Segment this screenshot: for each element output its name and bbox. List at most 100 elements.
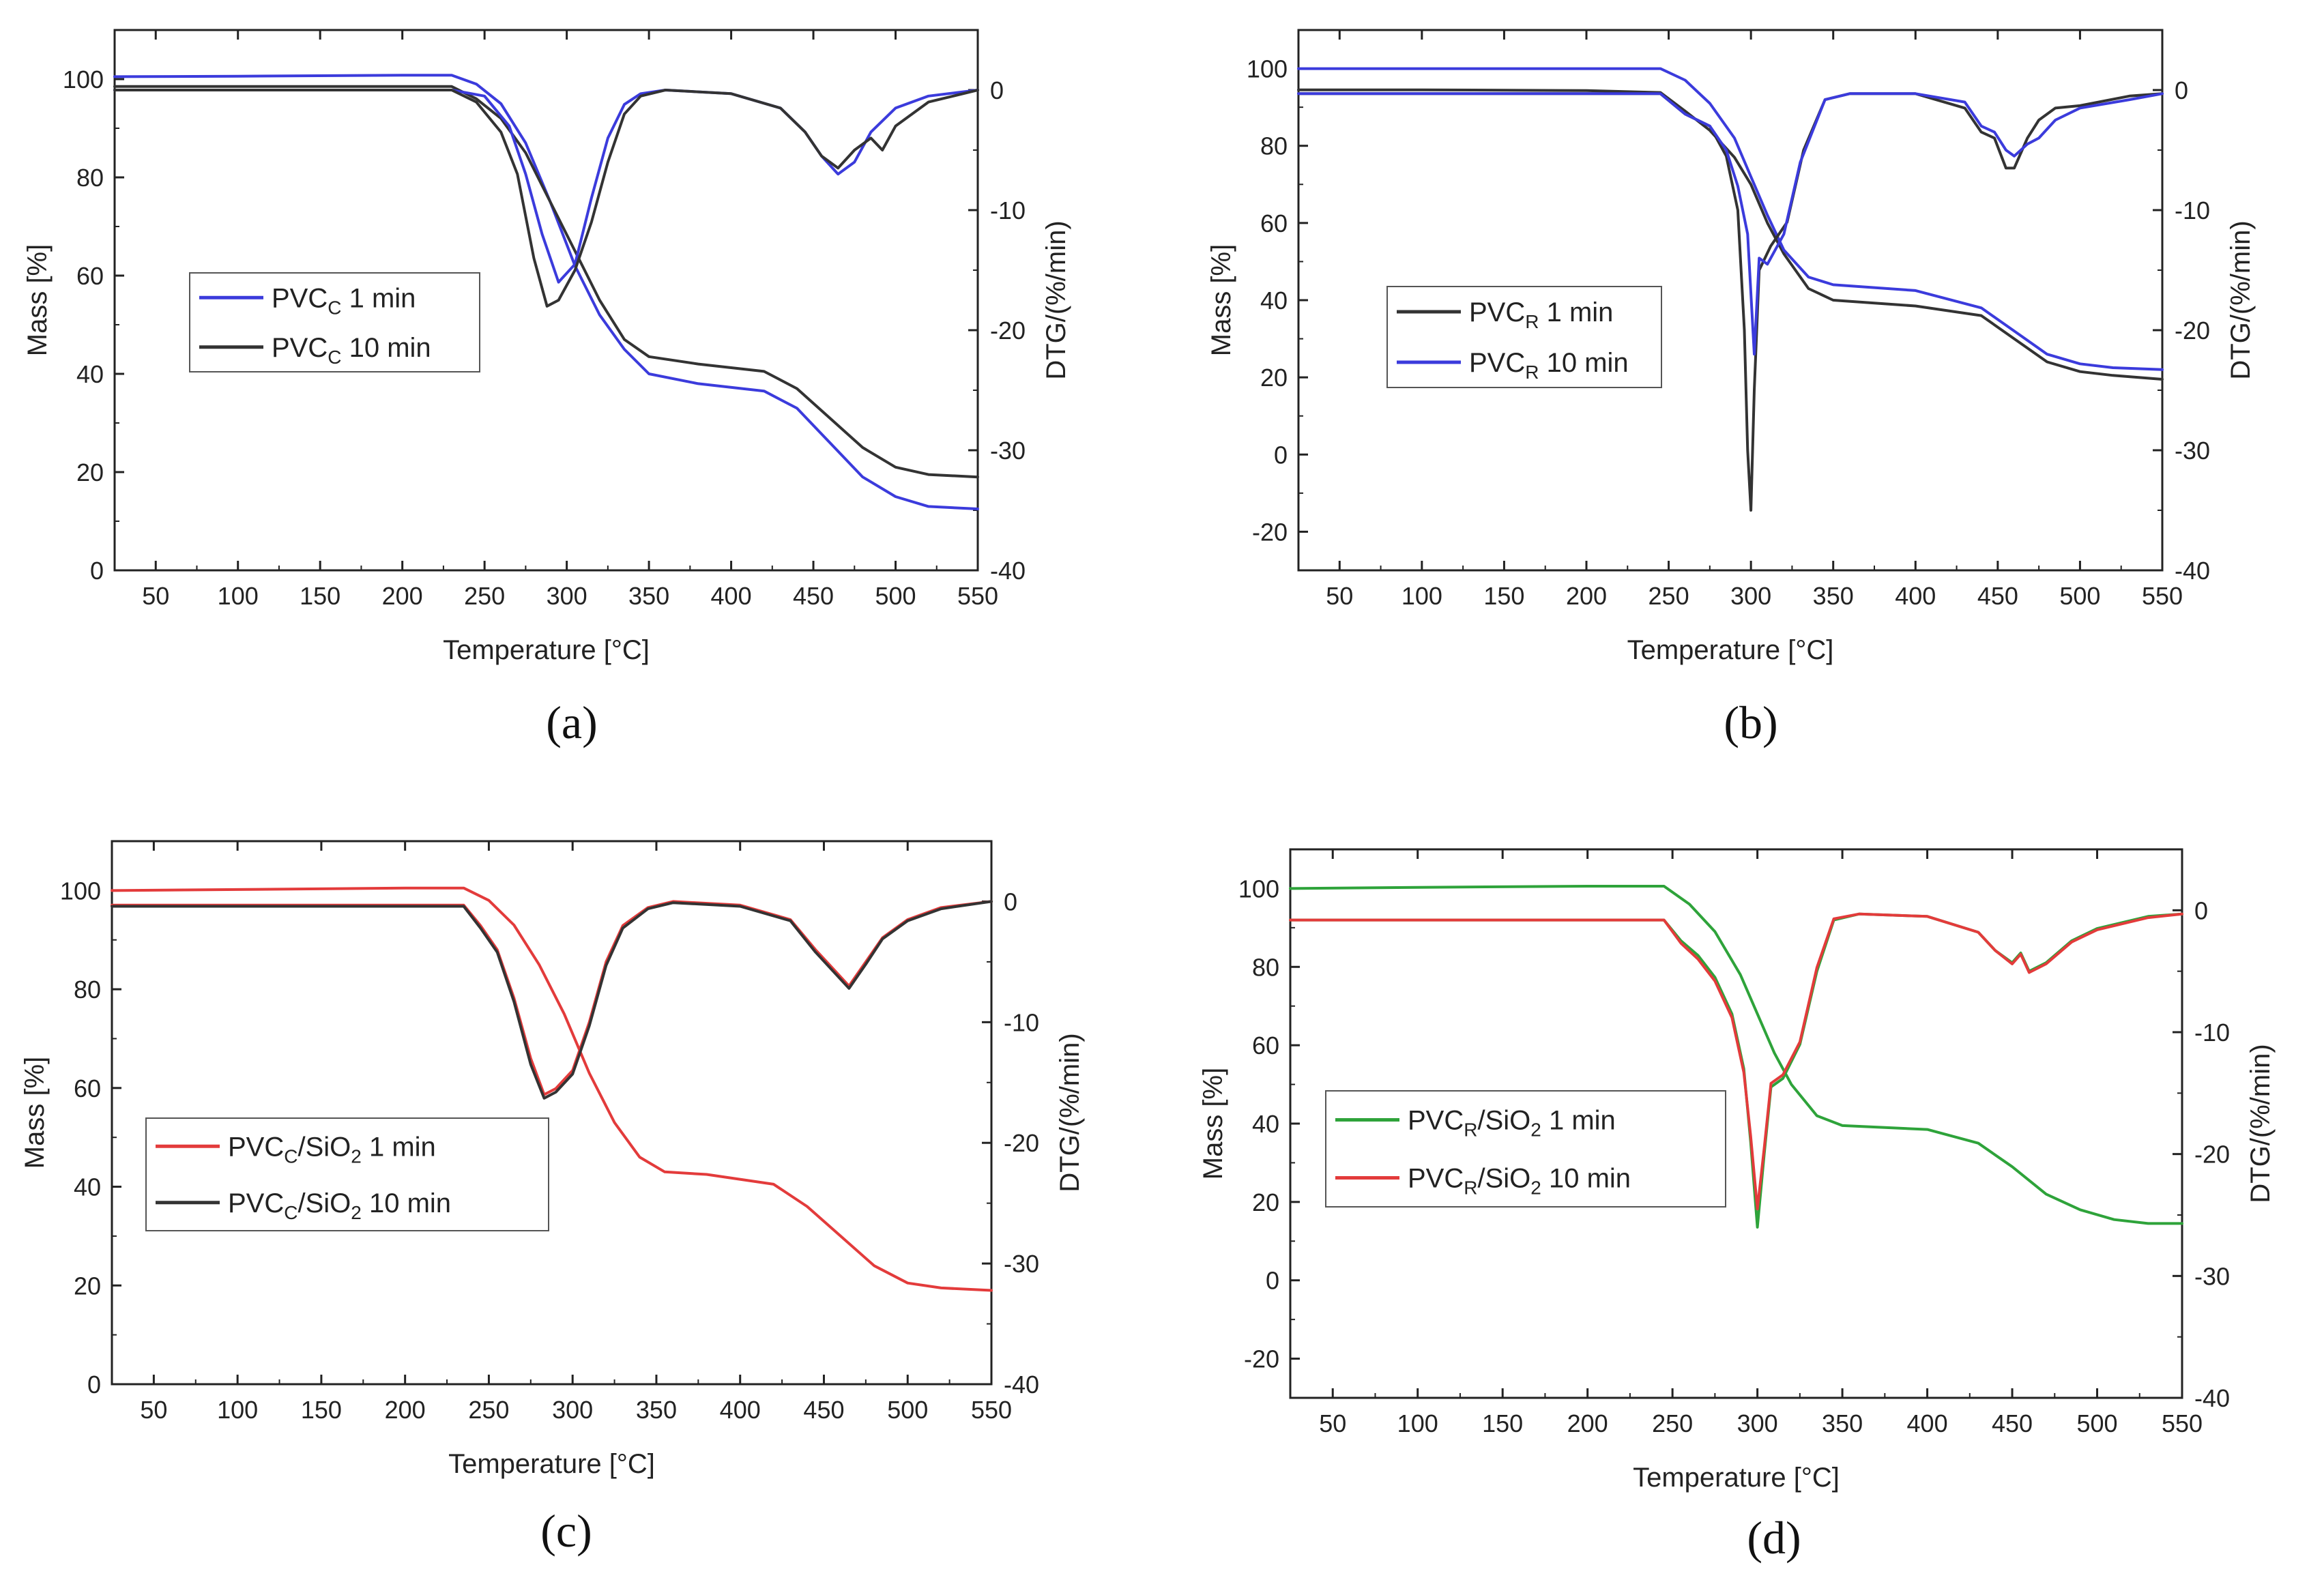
y-axis-title: Mass [%]	[1198, 1068, 1228, 1180]
series-line-3	[113, 89, 979, 308]
x-tick-label: 500	[887, 1396, 928, 1424]
y2-tick-label: -40	[990, 557, 1026, 585]
chart-panel-b: 50 100 150 200 250 300 350 400 450 500 550-2002040…	[1206, 29, 2256, 665]
y2-tick-label: 0	[1004, 888, 1017, 916]
legend-box	[145, 1117, 549, 1231]
series-line-0	[111, 886, 993, 1292]
y-tick-label: 100	[60, 877, 101, 905]
series-line-0	[1289, 885, 2183, 1225]
x-tick-label: 550	[2162, 1409, 2203, 1437]
y2-axis-title: DTG/(%/min)	[2246, 1044, 2276, 1203]
legend-label: PVCC 10 min	[272, 333, 431, 368]
x-tick-label: 400	[1895, 582, 1936, 610]
plot-frame	[111, 840, 993, 1386]
y-tick-label: 60	[74, 1074, 101, 1102]
y-tick-label: 40	[1260, 287, 1288, 314]
y-tick-label: 100	[63, 65, 104, 93]
x-tick-label: 150	[1482, 1409, 1523, 1437]
y-tick-label: 40	[1252, 1110, 1279, 1138]
x-tick-label: 550	[957, 582, 998, 610]
legend-label: PVCR/SiO2 1 min	[1408, 1106, 1616, 1141]
x-tick-label: 50	[1319, 1409, 1346, 1437]
y2-tick-label: -10	[2175, 196, 2210, 224]
y-tick-label: 20	[76, 458, 104, 486]
y-tick-label: 0	[1266, 1267, 1279, 1295]
y2-axis-title: DTG/(%/min)	[2226, 220, 2256, 379]
x-tick-label: 350	[636, 1396, 677, 1424]
x-axis-title: Temperature [°C]	[448, 1449, 655, 1479]
x-tick-label: 100	[1401, 582, 1442, 610]
x-tick-label: 450	[1992, 1409, 2033, 1437]
y-tick-label: 0	[87, 1371, 101, 1399]
x-tick-label: 50	[140, 1396, 167, 1424]
x-tick-label: 450	[793, 582, 834, 610]
y2-tick-label: -30	[990, 437, 1026, 465]
x-tick-label: 200	[385, 1396, 426, 1424]
series-line-2	[1289, 912, 2183, 1211]
x-tick-label: 350	[1813, 582, 1854, 610]
x-tick-label: 200	[382, 582, 423, 610]
x-tick-label: 250	[1648, 582, 1689, 610]
y2-tick-label: 0	[2194, 896, 2208, 924]
y2-tick-label: -20	[1004, 1129, 1039, 1157]
x-tick-label: 450	[803, 1396, 844, 1424]
y-tick-label: 60	[1252, 1031, 1279, 1059]
plot-frame	[113, 29, 979, 572]
y-tick-label: 80	[74, 976, 101, 1004]
y-axis-title: Mass [%]	[1206, 244, 1236, 356]
x-tick-label: 300	[1737, 1409, 1778, 1437]
y-tick-label: -20	[1244, 1345, 1279, 1373]
y-tick-label: 20	[1260, 364, 1288, 392]
y-tick-label: 40	[76, 360, 104, 388]
x-tick-label: 300	[547, 582, 587, 610]
legend-box	[189, 272, 480, 372]
legend-label: PVCC 1 min	[272, 283, 416, 318]
legend: PVCC/SiO2 1 min PVCC/SiO2 10 min	[145, 1117, 549, 1231]
series-line-2	[113, 89, 979, 284]
series-line-2	[111, 900, 993, 1100]
legend-box	[1386, 286, 1662, 388]
y-tick-label: 60	[76, 262, 104, 290]
y-tick-label: 60	[1260, 209, 1288, 237]
x-axis-title: Temperature [°C]	[1627, 635, 1834, 665]
legend-label: PVCR 1 min	[1469, 297, 1613, 332]
x-tick-label: 250	[1652, 1409, 1693, 1437]
y2-tick-label: -30	[1004, 1250, 1039, 1278]
x-tick-label: 550	[2142, 582, 2183, 610]
chart-panel-d: 50 100 150 200 250 300 350 400 450 500 550-2002040…	[1198, 848, 2276, 1493]
chart-panel-a: 50 100 150 200 250 300 350 400 450 500 550 0 20 40 60 8…	[23, 29, 1071, 665]
legend: PVCC 1 min PVCC 10 min	[189, 272, 480, 372]
x-tick-label: 200	[1566, 582, 1607, 610]
y-tick-label: 100	[1247, 55, 1288, 83]
x-tick-label: 100	[217, 1396, 258, 1424]
legend-label: PVCR 10 min	[1469, 348, 1629, 383]
y2-tick-label: -40	[1004, 1371, 1039, 1399]
x-tick-label: 250	[468, 1396, 509, 1424]
x-tick-label: 550	[971, 1396, 1012, 1424]
y2-tick-label: -30	[2175, 437, 2210, 465]
y2-tick-label: 0	[990, 76, 1004, 104]
x-tick-label: 500	[2076, 1409, 2117, 1437]
y2-tick-label: -40	[2194, 1384, 2230, 1412]
y-tick-label: 100	[1238, 875, 1279, 903]
y2-tick-label: -10	[990, 196, 1026, 224]
series-line-0	[113, 74, 979, 510]
x-tick-label: 450	[1977, 582, 2018, 610]
chart-panel-c: 50 100 150 200 250 300 350 400 450 500 550 0 20 40 60 8…	[20, 840, 1085, 1479]
x-tick-label: 400	[720, 1396, 761, 1424]
y2-axis-title: DTG/(%/min)	[1041, 220, 1071, 379]
x-tick-label: 100	[1397, 1409, 1438, 1437]
y-tick-label: 80	[1260, 132, 1288, 160]
series-line-1	[1297, 67, 2164, 371]
y2-tick-label: -20	[990, 317, 1026, 345]
x-tick-label: 200	[1567, 1409, 1608, 1437]
y-axis-title: Mass [%]	[20, 1057, 50, 1169]
series-line-1	[113, 85, 979, 479]
legend-label: PVCC/SiO2 1 min	[228, 1132, 436, 1167]
x-tick-label: 150	[300, 582, 340, 610]
caption-b: (b)	[1724, 697, 1778, 748]
x-tick-label: 500	[875, 582, 916, 610]
x-tick-label: 500	[2059, 582, 2100, 610]
y-tick-label: 80	[76, 164, 104, 192]
